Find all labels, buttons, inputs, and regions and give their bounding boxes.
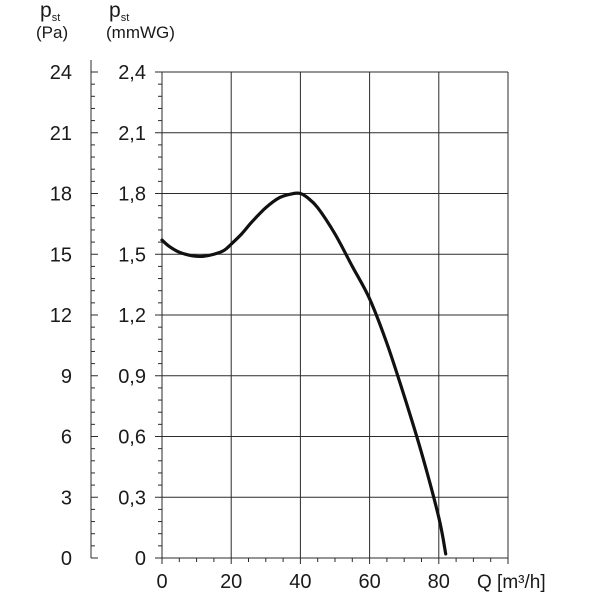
pa-axis-unit: (Pa) [36, 23, 68, 42]
pa-tick-label: 12 [50, 305, 72, 327]
mmwg-tick-label: 0,3 [118, 487, 146, 509]
pa-axis: 24 21 18 15 12 9 6 3 0 [50, 60, 98, 570]
pa-tick-label: 18 [50, 184, 72, 206]
mmwg-axis-label: pst [109, 0, 129, 24]
pa-tick-label: 6 [61, 427, 72, 449]
series-line-0 [160, 191, 448, 556]
x-tick-label: 60 [358, 571, 380, 593]
x-tick-label: 40 [289, 571, 311, 593]
x-tick-label: 80 [428, 571, 450, 593]
pa-tick-label: 15 [50, 244, 72, 266]
plot-grid [161, 71, 509, 559]
mmwg-tick-label: 0,9 [118, 366, 146, 388]
pa-tick-label: 9 [61, 366, 72, 388]
x-axis-label: Q [m³/h] [477, 572, 546, 593]
mmwg-tick-label: 1,8 [118, 184, 146, 206]
mmwg-tick-label: 1,5 [118, 244, 146, 266]
x-axis: 0 20 40 60 80 [156, 558, 509, 593]
pa-axis-label: pst [40, 0, 60, 24]
mmwg-tick-label: 0 [135, 548, 146, 570]
pa-tick-label: 3 [61, 487, 72, 509]
mmwg-tick-label: 2,1 [118, 123, 146, 145]
x-tick-label: 0 [156, 571, 167, 593]
mmwg-tick-label: 1,2 [118, 305, 146, 327]
mmwg-axis: 2,4 2,1 1,8 1,5 1,2 0,9 0,6 0,3 0 [118, 62, 162, 570]
mmwg-tick-label: 0,6 [118, 427, 146, 449]
x-tick-label: 20 [220, 571, 242, 593]
curves [160, 191, 448, 556]
mmwg-tick-label: 2,4 [118, 62, 146, 84]
pa-tick-label: 24 [50, 62, 72, 84]
pa-tick-label: 21 [50, 123, 72, 145]
mmwg-axis-unit: (mmWG) [106, 23, 175, 42]
pa-tick-label: 0 [61, 548, 72, 570]
